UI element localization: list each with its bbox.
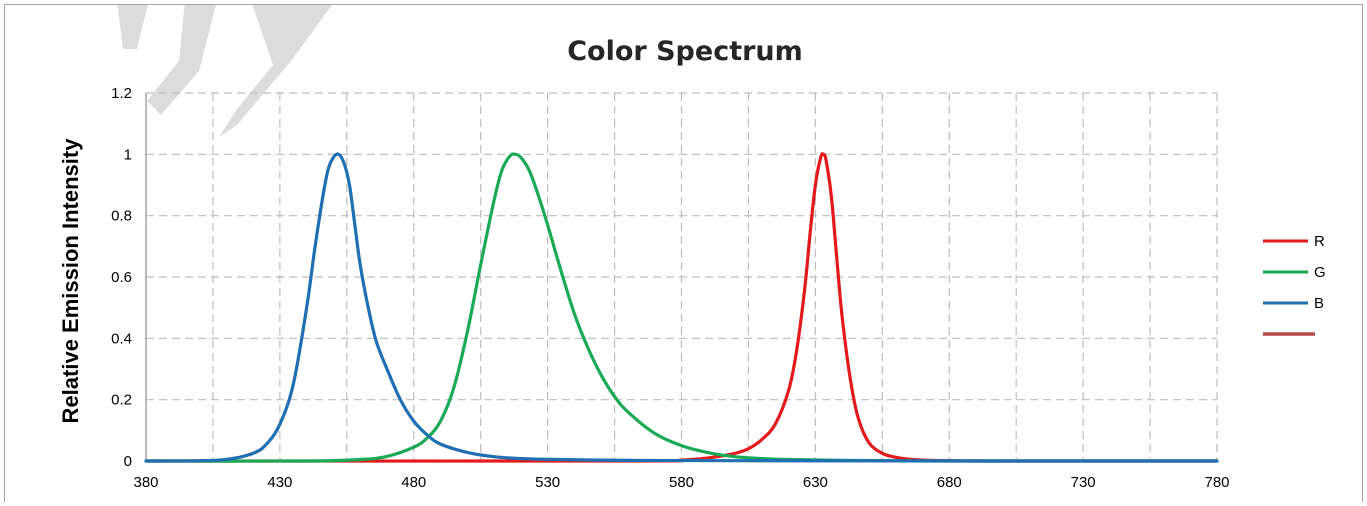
- y-tick-label: 1.2: [111, 85, 132, 102]
- x-tick-labels: 380 430 480 530 580 630 680 730 780: [133, 474, 1229, 491]
- y-tick-label: 0.6: [111, 269, 132, 286]
- grid-lines: [146, 92, 1218, 461]
- chart-svg: Color Spectrum Relative Emission Intensi…: [58, 5, 1326, 491]
- legend: RGB: [1263, 233, 1326, 336]
- legend-label-r: R: [1314, 233, 1325, 250]
- y-tick-label: 0.4: [111, 330, 132, 347]
- series-line-b: [144, 152, 1219, 463]
- watermark-shape-3: [219, 5, 333, 137]
- y-tick-label: 0: [124, 453, 132, 470]
- x-tick-label: 680: [937, 474, 962, 491]
- x-tick-label: 480: [401, 474, 426, 491]
- y-tick-label: 0.8: [111, 208, 132, 225]
- x-tick-label: 730: [1071, 474, 1096, 491]
- y-tick-label: 1: [124, 146, 132, 163]
- x-tick-label: 430: [267, 474, 292, 491]
- y-axis-label: Relative Emission Intensity: [58, 138, 83, 424]
- watermark-shape-2: [147, 5, 216, 115]
- legend-label-b: B: [1314, 295, 1324, 312]
- chart-title: Color Spectrum: [567, 36, 803, 67]
- series-line-r: [144, 152, 1219, 463]
- x-tick-label: 380: [133, 474, 158, 491]
- legend-label-g: G: [1314, 264, 1326, 281]
- x-tick-label: 630: [803, 474, 828, 491]
- y-tick-labels: 0 0.2 0.4 0.6 0.8 1 1.2: [111, 85, 132, 470]
- y-tick-label: 0.2: [111, 392, 132, 409]
- watermark-shape-1: [117, 5, 148, 49]
- x-tick-label: 780: [1204, 474, 1229, 491]
- x-tick-label: 580: [669, 474, 694, 491]
- series-line-g: [144, 152, 1219, 463]
- series-lines: [144, 152, 1219, 463]
- chart-frame: Color Spectrum Relative Emission Intensi…: [4, 4, 1363, 502]
- x-tick-label: 530: [535, 474, 560, 491]
